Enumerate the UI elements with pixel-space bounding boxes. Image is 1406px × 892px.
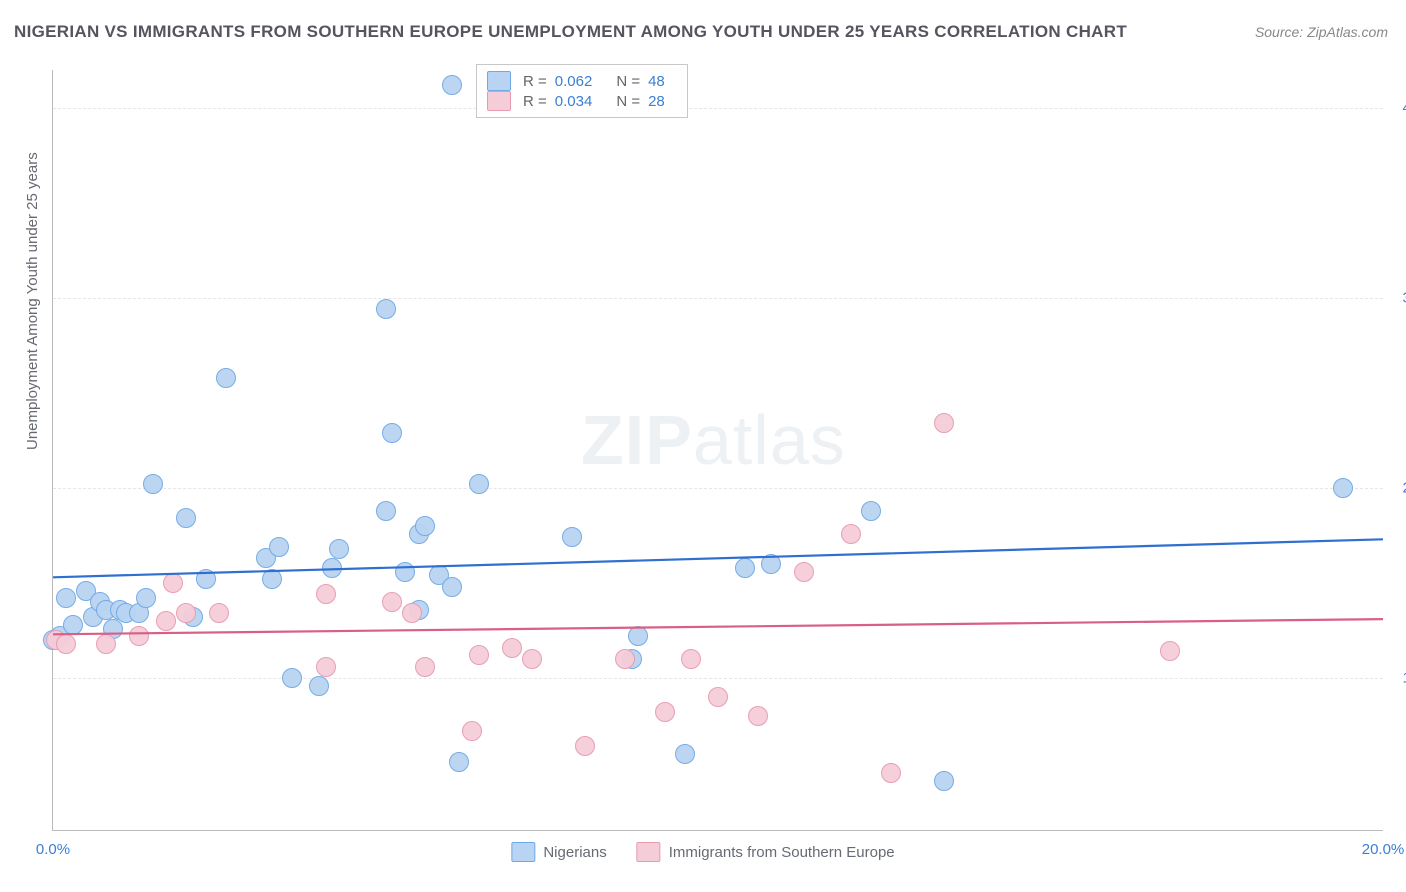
data-point-southern_europe	[462, 721, 482, 741]
data-point-nigerians	[735, 558, 755, 578]
data-point-nigerians	[63, 615, 83, 635]
data-point-nigerians	[675, 744, 695, 764]
data-point-southern_europe	[794, 562, 814, 582]
data-point-nigerians	[196, 569, 216, 589]
trend-lines-layer	[53, 70, 1383, 830]
data-point-southern_europe	[655, 702, 675, 722]
data-point-southern_europe	[316, 657, 336, 677]
data-point-southern_europe	[56, 634, 76, 654]
data-point-southern_europe	[615, 649, 635, 669]
data-point-nigerians	[628, 626, 648, 646]
data-point-nigerians	[395, 562, 415, 582]
swatch-southern_europe	[637, 842, 661, 862]
data-point-southern_europe	[575, 736, 595, 756]
data-point-nigerians	[562, 527, 582, 547]
data-point-southern_europe	[176, 603, 196, 623]
r-label: R =	[523, 93, 547, 110]
series-legend: Nigerians Immigrants from Southern Europe	[511, 842, 894, 862]
data-point-nigerians	[282, 668, 302, 688]
y-tick-label: 30.0%	[1389, 290, 1406, 307]
data-point-southern_europe	[881, 763, 901, 783]
data-point-nigerians	[376, 299, 396, 319]
gridline	[53, 298, 1383, 299]
data-point-southern_europe	[681, 649, 701, 669]
data-point-southern_europe	[129, 626, 149, 646]
data-point-nigerians	[382, 423, 402, 443]
data-point-southern_europe	[708, 687, 728, 707]
n-label: N =	[616, 93, 640, 110]
r-label: R =	[523, 73, 547, 90]
data-point-southern_europe	[748, 706, 768, 726]
data-point-southern_europe	[402, 603, 422, 623]
data-point-nigerians	[469, 474, 489, 494]
data-point-nigerians	[262, 569, 282, 589]
data-point-nigerians	[415, 516, 435, 536]
chart-plot-area: ZIPatlas 10.0%20.0%30.0%40.0%0.0%20.0%	[52, 70, 1383, 831]
legend-item-southern_europe: Immigrants from Southern Europe	[637, 842, 895, 862]
data-point-southern_europe	[1160, 641, 1180, 661]
legend-label: Nigerians	[543, 844, 606, 861]
data-point-nigerians	[761, 554, 781, 574]
y-axis-label: Unemployment Among Youth under 25 years	[24, 152, 41, 450]
data-point-southern_europe	[209, 603, 229, 623]
data-point-nigerians	[143, 474, 163, 494]
n-value: 48	[648, 73, 665, 90]
x-tick-label: 0.0%	[36, 841, 70, 858]
x-tick-label: 20.0%	[1362, 841, 1405, 858]
y-tick-label: 40.0%	[1389, 100, 1406, 117]
data-point-nigerians	[1333, 478, 1353, 498]
data-point-southern_europe	[163, 573, 183, 593]
data-point-southern_europe	[841, 524, 861, 544]
correlation-stats-legend: R = 0.062 N = 48 R = 0.034 N = 28	[476, 64, 688, 118]
y-tick-label: 20.0%	[1389, 480, 1406, 497]
chart-title: NIGERIAN VS IMMIGRANTS FROM SOUTHERN EUR…	[14, 22, 1127, 42]
swatch-nigerians	[511, 842, 535, 862]
data-point-nigerians	[449, 752, 469, 772]
r-value: 0.062	[555, 73, 593, 90]
data-point-southern_europe	[156, 611, 176, 631]
data-point-southern_europe	[415, 657, 435, 677]
n-label: N =	[616, 73, 640, 90]
data-point-southern_europe	[934, 413, 954, 433]
swatch-nigerians	[487, 71, 511, 91]
data-point-southern_europe	[316, 584, 336, 604]
watermark-thin: atlas	[693, 401, 846, 479]
watermark-bold: ZIP	[581, 401, 693, 479]
watermark: ZIPatlas	[581, 400, 846, 480]
swatch-southern_europe	[487, 91, 511, 111]
data-point-southern_europe	[382, 592, 402, 612]
data-point-nigerians	[56, 588, 76, 608]
data-point-nigerians	[176, 508, 196, 528]
n-value: 28	[648, 93, 665, 110]
trend-line-southern_europe	[53, 619, 1383, 634]
trend-line-nigerians	[53, 539, 1383, 577]
gridline	[53, 488, 1383, 489]
data-point-nigerians	[442, 75, 462, 95]
data-point-nigerians	[934, 771, 954, 791]
data-point-nigerians	[269, 537, 289, 557]
data-point-nigerians	[216, 368, 236, 388]
data-point-nigerians	[376, 501, 396, 521]
data-point-nigerians	[442, 577, 462, 597]
data-point-nigerians	[329, 539, 349, 559]
stats-row-southern_europe: R = 0.034 N = 28	[487, 91, 677, 111]
r-value: 0.034	[555, 93, 593, 110]
source-attribution: Source: ZipAtlas.com	[1255, 24, 1388, 40]
gridline	[53, 108, 1383, 109]
stats-row-nigerians: R = 0.062 N = 48	[487, 71, 677, 91]
data-point-nigerians	[136, 588, 156, 608]
data-point-nigerians	[309, 676, 329, 696]
data-point-southern_europe	[522, 649, 542, 669]
gridline	[53, 678, 1383, 679]
data-point-southern_europe	[469, 645, 489, 665]
data-point-southern_europe	[502, 638, 522, 658]
legend-label: Immigrants from Southern Europe	[669, 844, 895, 861]
data-point-nigerians	[861, 501, 881, 521]
legend-item-nigerians: Nigerians	[511, 842, 606, 862]
y-tick-label: 10.0%	[1389, 670, 1406, 687]
data-point-southern_europe	[96, 634, 116, 654]
data-point-nigerians	[322, 558, 342, 578]
